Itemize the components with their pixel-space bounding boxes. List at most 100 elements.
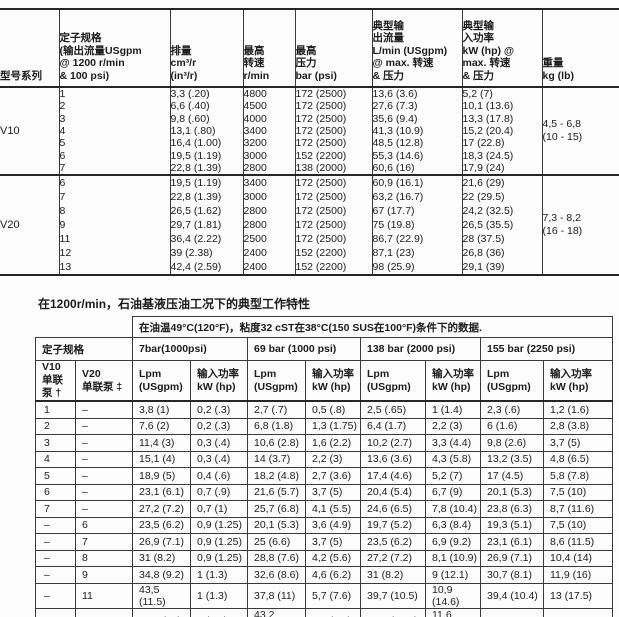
stator-size-cell: 6: [58, 175, 170, 191]
v10-size-cell: 4: [35, 450, 76, 468]
header-v10-single-pump: V10 单联泵 †: [35, 360, 76, 402]
header-max-pressure: 最高 压力 bar (psi): [294, 9, 372, 87]
max-pressure-cell: 172 (2500): [294, 100, 372, 113]
flow-69bar-cell: 32,6 (8.6): [247, 566, 306, 584]
header-pressure-138bar: 138 bar (2000 psi): [360, 337, 481, 361]
power-155bar-cell: 11,9 (16): [542, 566, 614, 584]
table-row: 7 22,8 (1.39) 2800 138 (2000) 60,6 (16) …: [0, 161, 619, 176]
power-155bar-cell: 3,7 (5): [542, 434, 614, 452]
power-138bar-cell: 5,2 (7): [425, 467, 481, 485]
max-pressure-cell: 138 (2000): [294, 161, 372, 176]
flow-138bar-cell: 20,4 (5.4): [360, 483, 426, 501]
power-69bar-cell: 4,6 (6.2): [305, 566, 361, 584]
v10-size-cell: 1: [35, 400, 76, 419]
power-138bar-cell: 1 (1.4): [425, 400, 481, 419]
power-155bar-cell: 2,8 (3.8): [542, 417, 614, 435]
header-flow-138bar: Lpm (USgpm): [360, 360, 426, 402]
subheader-row: V10 单联泵 † V20 单联泵 ‡ Lpm (USgpm) 输入功率 kW …: [35, 360, 614, 402]
table-row: 7 – 27,2 (7.2) 0,7 (1) 25,7 (6.8) 4,1 (5…: [35, 500, 614, 518]
v10-size-cell: –: [35, 607, 76, 617]
header-input-power: 典型输 入功率 kW (hp) @ max. 转速 & 压力: [461, 9, 542, 87]
flow-138bar-cell: 17,4 (4.6): [360, 467, 426, 485]
power-69bar-cell: 4,2 (5.6): [305, 549, 361, 567]
max-speed-cell: 2800: [242, 218, 295, 233]
test-conditions-note: 在油温49°C(120°F)，粘度32 cST在38°C(150 SUS在100…: [131, 316, 614, 338]
flow-69bar-cell: 10,6 (2.8): [247, 434, 306, 452]
table-row: 6 – 23,1 (6.1) 0,7 (.9) 21,6 (5.7) 3,7 (…: [35, 483, 614, 501]
input-power-cell: 24,2 (32.5): [461, 204, 542, 219]
input-power-cell: 29,1 (39): [461, 260, 542, 276]
header-stator-size: 定子规格: [35, 337, 133, 361]
power-138bar-cell: 7,8 (10.4): [425, 500, 481, 518]
power-69bar-cell: 3,7 (5): [305, 483, 361, 501]
flow-69bar-cell: 2,7 (.7): [247, 400, 306, 419]
max-speed-cell: 2800: [242, 204, 295, 219]
v10-size-cell: 2: [35, 417, 76, 435]
table-row: 5 16,4 (1.00) 3200 172 (2500) 48,5 (12.8…: [0, 137, 619, 150]
v10-size-cell: 7: [35, 500, 76, 518]
flow-138bar-cell: 13,6 (3.6): [360, 450, 426, 468]
header-power-138bar: 输入功率 kW (hp): [425, 360, 481, 402]
table-row: 2 6,6 (.40) 4500 172 (2500) 27,6 (7.3) 1…: [0, 100, 619, 113]
stator-size-cell: 8: [58, 204, 170, 219]
output-flow-cell: 87,1 (23): [371, 246, 462, 261]
flow-138bar-cell: 2,5 (.65): [360, 400, 426, 419]
flow-7bar-cell: 43,5 (11.5): [132, 582, 191, 609]
power-155bar-cell: 5,8 (7.8): [542, 467, 614, 485]
power-138bar-cell: 6,3 (8.4): [425, 516, 481, 534]
power-7bar-cell: 0,4 (.6): [190, 467, 248, 485]
input-power-cell: 21,6 (29): [461, 175, 542, 191]
power-7bar-cell: 1 (1.3): [190, 566, 248, 584]
output-flow-cell: 67 (17.7): [371, 204, 462, 219]
input-power-cell: 17,9 (24): [461, 161, 542, 176]
flow-138bar-cell: 40,9 (10.8): [360, 607, 426, 617]
v20-size-cell: 9: [75, 566, 133, 584]
header-power-7bar: 输入功率 kW (hp): [190, 360, 248, 402]
flow-138bar-cell: 24,6 (6.5): [360, 500, 426, 518]
input-power-cell: 26,5 (35.5): [461, 218, 542, 233]
table-row: 3 9,8 (.60) 4000 172 (2500) 35,6 (9.4) 1…: [0, 112, 619, 125]
flow-7bar-cell: 15,1 (4): [132, 450, 191, 468]
flow-7bar-cell: 27,2 (7.2): [132, 500, 191, 518]
max-pressure-cell: 152 (2200): [294, 246, 372, 261]
power-7bar-cell: 1 (1.3): [190, 582, 248, 609]
model-series-cell: V10: [0, 125, 20, 138]
header-flow-155bar: Lpm (USgpm): [480, 360, 544, 402]
displacement-cell: 22,8 (1.39): [169, 161, 243, 176]
table-row: – 7 26,9 (7.1) 0,9 (1.25) 25 (6.6) 3,7 (…: [35, 533, 614, 551]
header-flow-69bar: Lpm (USgpm): [247, 360, 306, 402]
flow-155bar-cell: 20,1 (5.3): [480, 483, 544, 501]
header-output-flow: 典型输 出流量 L/min (USgpm) @ max. 转速 & 压力: [371, 9, 462, 87]
header-pressure-155bar: 155 bar (2250 psi): [479, 337, 614, 361]
table-row: 9 29,7 (1.81) 2800 172 (2500) 75 (19.8) …: [0, 218, 619, 233]
flow-69bar-cell: 37,8 (11): [247, 582, 306, 609]
flow-138bar-cell: 23,5 (6.2): [360, 533, 426, 551]
v20-size-cell: –: [75, 450, 133, 468]
v20-size-cell: –: [75, 417, 133, 435]
displacement-cell: 26,5 (1.62): [169, 204, 243, 219]
output-flow-cell: 55,3 (14.6): [371, 149, 462, 162]
table-row: 12 39 (2.38) 2400 152 (2200) 87,1 (23) 2…: [0, 246, 619, 261]
flow-7bar-cell: 26,9 (7.1): [132, 533, 191, 551]
displacement-cell: 36,4 (2.22): [169, 232, 243, 247]
power-138bar-cell: 10,9 (14.6): [425, 582, 481, 609]
max-speed-cell: 4500: [242, 100, 295, 113]
flow-155bar-cell: 23,8 (6.3): [480, 500, 544, 518]
flow-7bar-cell: 23,5 (6.2): [132, 516, 191, 534]
table-row: 11 36,4 (2.22) 2500 172 (2500) 86,7 (22.…: [0, 232, 619, 247]
power-7bar-cell: 0,9 (1.25): [190, 549, 248, 567]
power-7bar-cell: 0,2 (.3): [190, 400, 248, 419]
header-model-series: 型号系列: [0, 69, 42, 82]
stator-size-cell: 12: [58, 246, 170, 261]
displacement-cell: 39 (2.38): [169, 246, 243, 261]
v20-size-cell: –: [75, 400, 133, 419]
table-row: – 9 34,8 (9.2) 1 (1.3) 32,6 (8.6) 4,6 (6…: [35, 566, 614, 584]
power-138bar-cell: 6,7 (9): [425, 483, 481, 501]
displacement-cell: 19,5 (1.19): [169, 175, 243, 191]
power-155bar-cell: 10,4 (14): [542, 549, 614, 567]
table-row: – 8 31 (8.2) 0,9 (1.25) 28,8 (7.6) 4,2 (…: [35, 549, 614, 567]
output-flow-cell: 48,5 (12.8): [371, 137, 462, 150]
v10-group: V10 1 3,3 (.20) 4800 172 (2500) 13,6 (3.…: [0, 87, 619, 176]
table-row: 3 – 11,4 (3) 0,3 (.4) 10,6 (2.8) 1,6 (2.…: [35, 434, 614, 452]
max-pressure-cell: 152 (2200): [294, 260, 372, 276]
